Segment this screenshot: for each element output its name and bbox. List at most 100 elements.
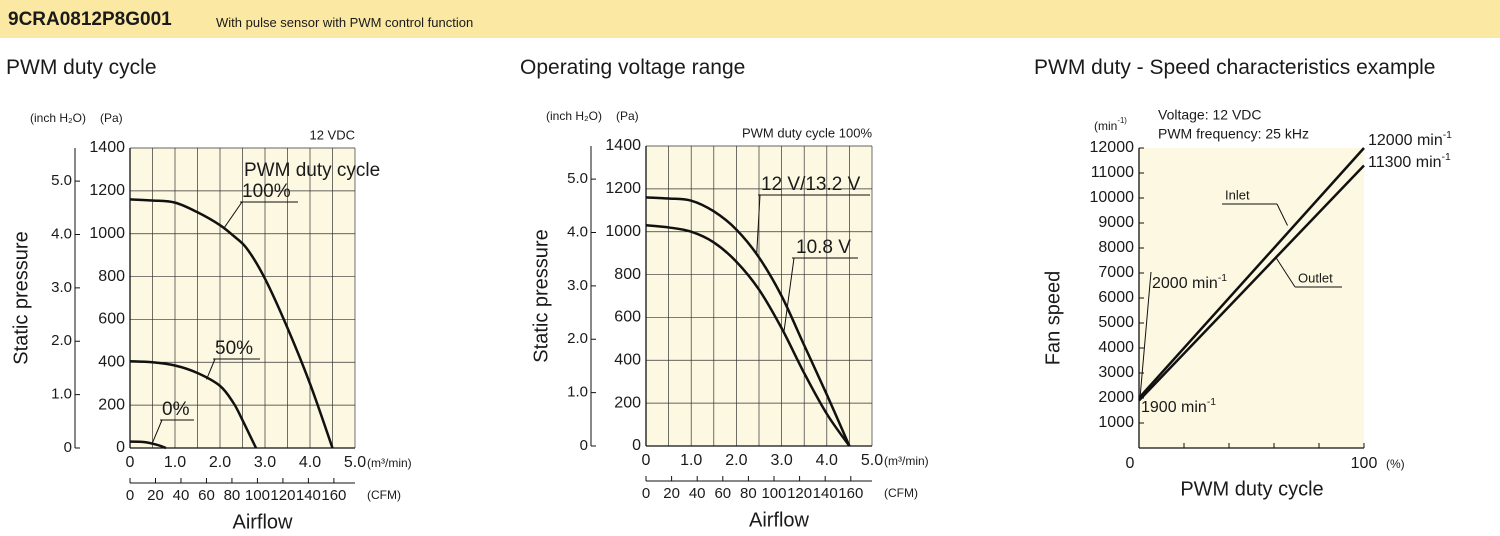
y-tick-label-inch: 1.0 [51, 386, 72, 403]
x-tick-label-cfm: 0 [642, 485, 650, 502]
x-axis-title: PWM duty cycle [1180, 478, 1323, 500]
x-tick-label-cfm: 160 [838, 485, 863, 502]
y-tick-label-inch: 5.0 [567, 170, 588, 187]
y-tick-label: 3000 [1098, 364, 1134, 381]
leader-line [152, 419, 163, 443]
series-line-1 [645, 224, 851, 447]
x-tick-label-cfm: 80 [224, 487, 241, 504]
x-unit-m3min: (m³/min) [884, 454, 929, 468]
y-tick-label-inch: 4.0 [567, 223, 588, 240]
y-tick-label-inch: 1.0 [567, 384, 588, 401]
pwm-speed-chart: 1000200030004000500060007000800090001000… [1042, 107, 1452, 501]
y-tick-label: 2000 [1098, 389, 1134, 406]
y-unit-pa: (Pa) [616, 109, 639, 123]
y-tick-label-pa: 1000 [89, 225, 125, 242]
x-tick-label: 0 [1126, 455, 1135, 472]
y-tick-label-pa: 0 [116, 439, 125, 456]
leader-line [1276, 203, 1288, 226]
y-tick-label-pa: 1000 [605, 223, 641, 240]
x-unit-cfm: (CFM) [884, 486, 918, 500]
y-unit-pa: (Pa) [100, 111, 123, 125]
y-tick-label-inch: 0 [580, 437, 588, 454]
leader-line [783, 257, 795, 333]
y-tick-label: 10000 [1090, 189, 1135, 206]
annotation-inlet-end: 12000 min-1 [1368, 130, 1452, 149]
x-tick-label-cfm: 40 [173, 487, 190, 504]
y-tick-label: 8000 [1098, 239, 1134, 256]
y-tick-label-inch: 3.0 [567, 277, 588, 294]
leader-line [206, 358, 216, 380]
y-unit-inch: (inch H₂O) [30, 111, 86, 125]
chart1-title: PWM duty cycle [6, 56, 157, 79]
x-tick-label-cfm: 60 [198, 487, 215, 504]
annotation-inlet-start: 2000 min-1 [1152, 273, 1227, 292]
x-tick-label-cfm: 80 [740, 485, 757, 502]
annotation-outlet-end: 11300 min-1 [1368, 152, 1451, 171]
series-label-0: 0% [162, 399, 190, 420]
x-tick-label-cfm: 0 [126, 487, 134, 504]
condition-label: 12 VDC [309, 127, 355, 142]
annotation-outlet-start: 1900 min-1 [1141, 397, 1216, 416]
y-tick-label-pa: 1400 [89, 139, 125, 156]
x-tick-label-m3min: 2.0 [725, 452, 747, 469]
y-tick-label: 12000 [1090, 139, 1135, 156]
x-tick-label-m3min: 5.0 [344, 454, 366, 471]
y-tick-label: 5000 [1098, 314, 1134, 331]
series-label-100: 100% [242, 181, 291, 202]
x-unit: (%) [1386, 457, 1405, 471]
x-tick-label-cfm: 100 [245, 487, 270, 504]
model-description: With pulse sensor with PWM control funct… [216, 15, 474, 30]
x-tick-label-m3min: 1.0 [680, 452, 702, 469]
y-tick-label-inch: 0 [64, 439, 72, 456]
series-label-inlet: Inlet [1225, 187, 1250, 202]
x-axis-title: Airflow [749, 509, 810, 531]
condition-label: PWM duty cycle 100% [742, 125, 872, 140]
y-axis-title: Static pressure [10, 231, 32, 364]
x-tick-label: 100 [1351, 455, 1378, 472]
x-unit-cfm: (CFM) [367, 488, 401, 502]
x-tick-label-m3min: 5.0 [861, 452, 883, 469]
series-line-0 [645, 196, 851, 447]
leader-line [1139, 271, 1152, 399]
y-tick-label-pa: 800 [614, 266, 641, 283]
x-tick-label-cfm: 120 [787, 485, 812, 502]
y-tick-label-inch: 2.0 [51, 332, 72, 349]
y-tick-label: 6000 [1098, 289, 1134, 306]
x-tick-label-cfm: 100 [761, 485, 786, 502]
y-tick-label: 9000 [1098, 214, 1134, 231]
y-tick-label: 7000 [1098, 264, 1134, 281]
x-unit-m3min: (m³/min) [367, 456, 412, 470]
model-header-banner: 9CRA0812P8G001 With pulse sensor with PW… [0, 0, 1500, 38]
y-axis-title: Fan speed [1042, 271, 1064, 366]
x-tick-label-cfm: 160 [321, 487, 346, 504]
y-tick-label-pa: 0 [632, 437, 641, 454]
x-tick-label-m3min: 2.0 [209, 454, 231, 471]
y-tick-label-inch: 4.0 [51, 225, 72, 242]
x-tick-label-cfm: 60 [714, 485, 731, 502]
legend-title: PWM duty cycle [244, 160, 380, 181]
condition-frequency: PWM frequency: 25 kHz [1158, 126, 1309, 142]
x-axis-title: Airflow [232, 511, 293, 533]
leader-line [224, 201, 243, 228]
y-unit-inch: (inch H₂O) [546, 109, 602, 123]
x-tick-label-cfm: 120 [270, 487, 295, 504]
x-tick-label-cfm: 40 [689, 485, 706, 502]
y-tick-label-inch: 5.0 [51, 172, 72, 189]
x-tick-label-cfm: 20 [663, 485, 680, 502]
y-tick-label-pa: 1200 [89, 182, 125, 199]
x-tick-label-m3min: 0 [642, 452, 651, 469]
y-tick-label-pa: 1400 [605, 137, 641, 154]
x-tick-label-cfm: 20 [147, 487, 164, 504]
x-tick-label-cfm: 140 [813, 485, 838, 502]
y-tick-label-pa: 200 [98, 396, 125, 413]
y-tick-label: 4000 [1098, 339, 1134, 356]
x-tick-label-m3min: 1.0 [164, 454, 186, 471]
series-line-0 [1138, 147, 1365, 399]
series-line-2 [129, 440, 167, 450]
x-tick-label-m3min: 3.0 [254, 454, 276, 471]
x-tick-label-m3min: 4.0 [816, 452, 838, 469]
model-number: 9CRA0812P8G001 [8, 9, 172, 30]
x-tick-label-m3min: 3.0 [770, 452, 792, 469]
